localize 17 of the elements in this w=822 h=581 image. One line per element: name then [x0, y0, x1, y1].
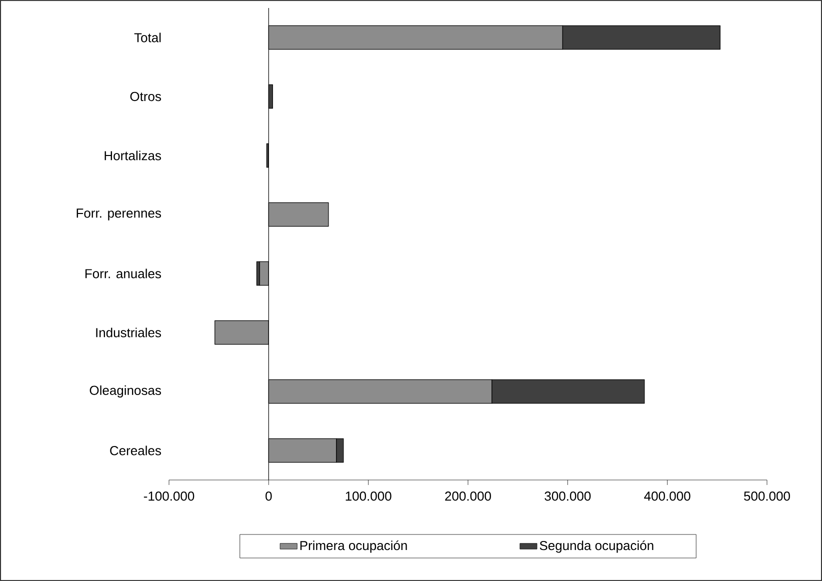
x-tick-label: 100.000 [346, 492, 392, 501]
y-tick-label: Forr. perennes [76, 208, 161, 220]
x-tick-label: 500.000 [744, 492, 790, 501]
x-tick-label: 200.000 [445, 492, 491, 501]
legend-label: Primera ocupación [300, 540, 407, 553]
legend-label: Segunda ocupación [540, 540, 654, 553]
y-tick-label: Otros [130, 92, 162, 102]
x-tick-label: -100.000 [144, 492, 194, 501]
y-tick-label: Hortalizas [104, 150, 161, 160]
y-tick-label: Cereales [110, 446, 161, 456]
y-tick-label: Forr. anuales [85, 268, 161, 278]
y-tick-label: Oleaginosas [90, 385, 161, 398]
x-tick-label: 300.000 [544, 492, 591, 501]
y-tick-label: Industriales [96, 328, 161, 338]
x-tick-label: 0 [266, 492, 272, 501]
x-tick-label: 400.000 [644, 492, 690, 501]
y-tick-label: Total [134, 32, 161, 42]
